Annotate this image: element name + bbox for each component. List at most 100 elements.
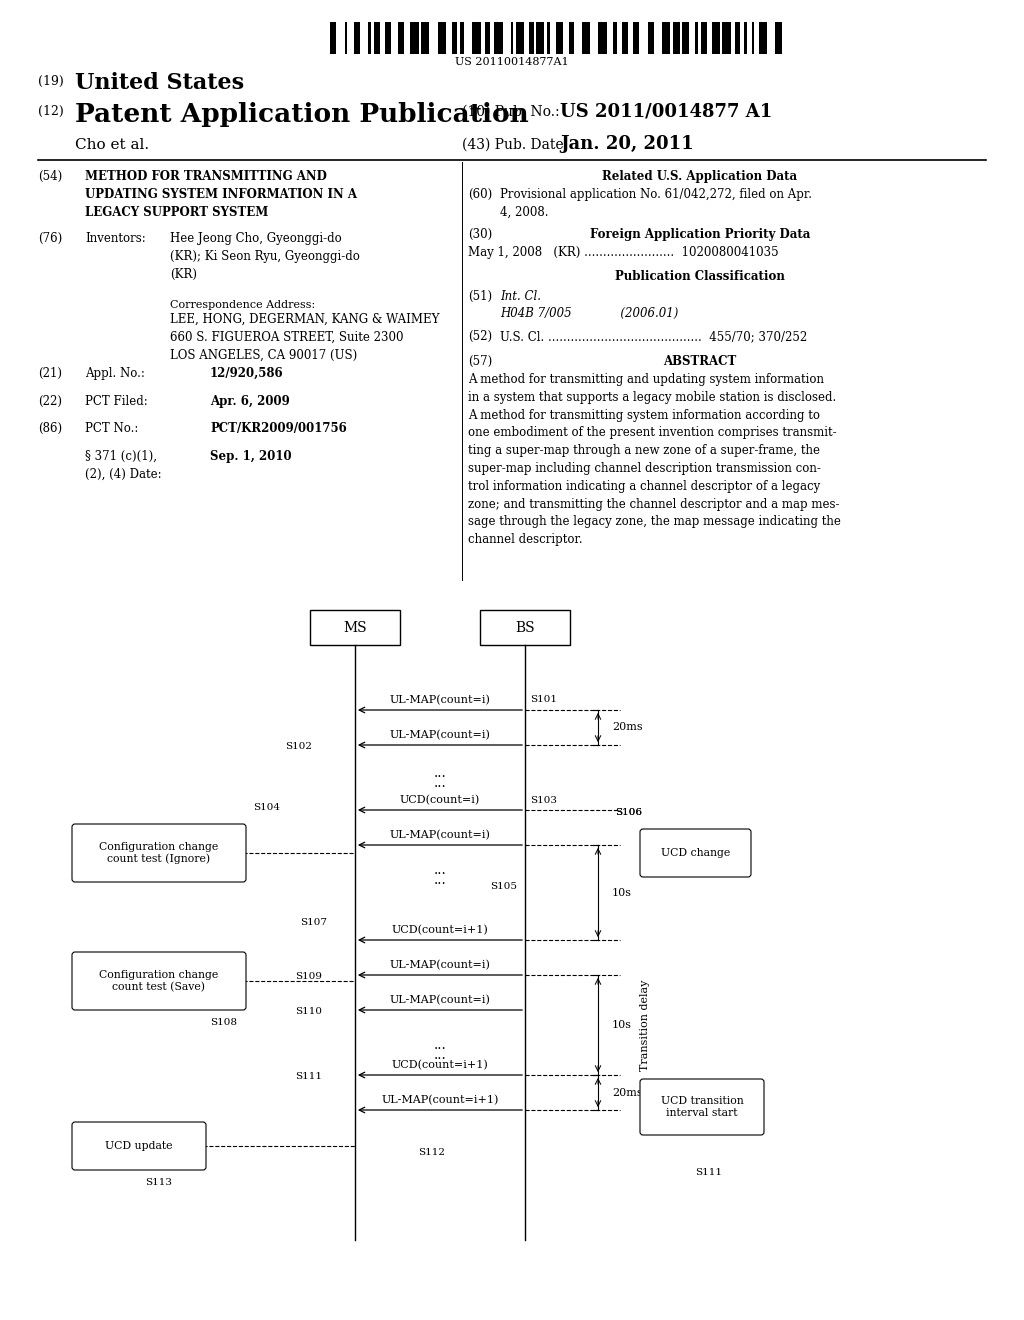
Bar (421, 22, 429, 54)
Text: (21): (21) (38, 367, 62, 380)
Text: Apr. 6, 2009: Apr. 6, 2009 (210, 395, 290, 408)
Text: METHOD FOR TRANSMITTING AND
UPDATING SYSTEM INFORMATION IN A
LEGACY SUPPORT SYST: METHOD FOR TRANSMITTING AND UPDATING SYS… (85, 170, 357, 219)
Bar (397, 22, 403, 54)
Text: § 371 (c)(1),
(2), (4) Date:: § 371 (c)(1), (2), (4) Date: (85, 450, 162, 480)
Text: S101: S101 (530, 696, 557, 704)
Text: UCD(count=i): UCD(count=i) (400, 795, 480, 805)
Text: ...: ... (433, 1038, 446, 1052)
Bar (735, 22, 739, 54)
Text: 10s: 10s (612, 1020, 632, 1030)
Bar (673, 22, 680, 54)
Bar (613, 22, 617, 54)
Text: Related U.S. Application Data: Related U.S. Application Data (602, 170, 798, 183)
Text: (30): (30) (468, 228, 493, 242)
FancyBboxPatch shape (640, 829, 751, 876)
Bar (775, 22, 781, 54)
Text: S104: S104 (253, 803, 280, 812)
Text: 20ms: 20ms (612, 1088, 643, 1097)
Text: PCT/KR2009/001756: PCT/KR2009/001756 (210, 422, 347, 436)
Bar (437, 22, 445, 54)
Text: S102: S102 (285, 742, 312, 751)
Bar (485, 22, 489, 54)
Text: S108: S108 (210, 1018, 237, 1027)
Bar (682, 22, 689, 54)
Text: ...: ... (433, 863, 446, 876)
Text: UL-MAP(count=i): UL-MAP(count=i) (389, 830, 490, 840)
Text: Inventors:: Inventors: (85, 232, 145, 246)
Text: S110: S110 (295, 1007, 322, 1016)
Bar (752, 22, 755, 54)
Text: (57): (57) (468, 355, 493, 368)
Bar (453, 22, 457, 54)
Bar (712, 22, 720, 54)
Text: (12): (12) (38, 106, 63, 117)
Text: S106: S106 (615, 808, 642, 817)
Text: 20ms: 20ms (612, 722, 643, 733)
Bar (556, 22, 563, 54)
Text: S111: S111 (695, 1168, 722, 1177)
FancyBboxPatch shape (72, 952, 246, 1010)
Text: (43) Pub. Date:: (43) Pub. Date: (462, 139, 568, 152)
Text: Sep. 1, 2010: Sep. 1, 2010 (210, 450, 292, 463)
Text: (76): (76) (38, 232, 62, 246)
Text: ...: ... (433, 776, 446, 789)
Text: Correspondence Address:: Correspondence Address: (170, 300, 315, 310)
Text: S112: S112 (419, 1148, 445, 1158)
Bar (472, 22, 480, 54)
Text: Hee Jeong Cho, Gyeonggi-do
(KR); Ki Seon Ryu, Gyeonggi-do
(KR): Hee Jeong Cho, Gyeonggi-do (KR); Ki Seon… (170, 232, 359, 281)
Text: BS: BS (515, 620, 535, 635)
Text: Configuration change
count test (Save): Configuration change count test (Save) (99, 970, 219, 993)
Text: (52): (52) (468, 330, 493, 343)
Bar (723, 22, 731, 54)
Bar (700, 22, 707, 54)
Text: (60): (60) (468, 187, 493, 201)
Bar (759, 22, 767, 54)
FancyBboxPatch shape (72, 824, 246, 882)
Bar (744, 22, 748, 54)
Text: S105: S105 (490, 882, 517, 891)
Bar (310, 610, 400, 645)
Text: UCD transition
interval start: UCD transition interval start (660, 1096, 743, 1118)
Text: UL-MAP(count=i): UL-MAP(count=i) (389, 694, 490, 705)
Bar (330, 22, 337, 54)
FancyBboxPatch shape (640, 1078, 764, 1135)
Text: ABSTRACT: ABSTRACT (664, 355, 736, 368)
Text: Cho et al.: Cho et al. (75, 139, 150, 152)
Bar (663, 22, 671, 54)
Bar (547, 22, 550, 54)
Text: (86): (86) (38, 422, 62, 436)
Text: UL-MAP(count=i): UL-MAP(count=i) (389, 730, 490, 741)
Bar (369, 22, 371, 54)
Text: United States: United States (75, 73, 244, 94)
Bar (598, 22, 606, 54)
Text: Configuration change
count test (Ignore): Configuration change count test (Ignore) (99, 842, 219, 865)
Text: UCD change: UCD change (660, 847, 730, 858)
Text: Publication Classification: Publication Classification (615, 271, 785, 282)
Text: 10s: 10s (612, 887, 632, 898)
Text: (10) Pub. No.:: (10) Pub. No.: (462, 106, 560, 119)
Text: UCD(count=i+1): UCD(count=i+1) (391, 1060, 488, 1071)
Text: (19): (19) (38, 75, 63, 88)
Text: UL-MAP(count=i+1): UL-MAP(count=i+1) (381, 1094, 499, 1105)
Text: Transition delay: Transition delay (640, 979, 650, 1071)
Text: S103: S103 (530, 796, 557, 805)
Text: S107: S107 (300, 917, 327, 927)
Text: Appl. No.:: Appl. No.: (85, 367, 144, 380)
Text: (51): (51) (468, 290, 493, 304)
Bar (622, 22, 629, 54)
Text: A method for transmitting and updating system information
in a system that suppo: A method for transmitting and updating s… (468, 374, 841, 546)
Text: (54): (54) (38, 170, 62, 183)
Text: Int. Cl.: Int. Cl. (500, 290, 541, 304)
Text: S109: S109 (295, 972, 322, 981)
Bar (516, 22, 524, 54)
Text: S111: S111 (295, 1072, 322, 1081)
Text: LEE, HONG, DEGERMAN, KANG & WAIMEY
660 S. FIGUEROA STREET, Suite 2300
LOS ANGELE: LEE, HONG, DEGERMAN, KANG & WAIMEY 660 S… (170, 313, 439, 362)
Bar (460, 22, 464, 54)
Text: 12/920,586: 12/920,586 (210, 367, 284, 380)
Text: Foreign Application Priority Data: Foreign Application Priority Data (590, 228, 810, 242)
Text: PCT No.:: PCT No.: (85, 422, 138, 436)
Bar (511, 22, 513, 54)
Text: ...: ... (433, 766, 446, 780)
Text: May 1, 2008   (KR) ........................  1020080041035: May 1, 2008 (KR) .......................… (468, 246, 778, 259)
Text: UCD(count=i+1): UCD(count=i+1) (391, 925, 488, 935)
